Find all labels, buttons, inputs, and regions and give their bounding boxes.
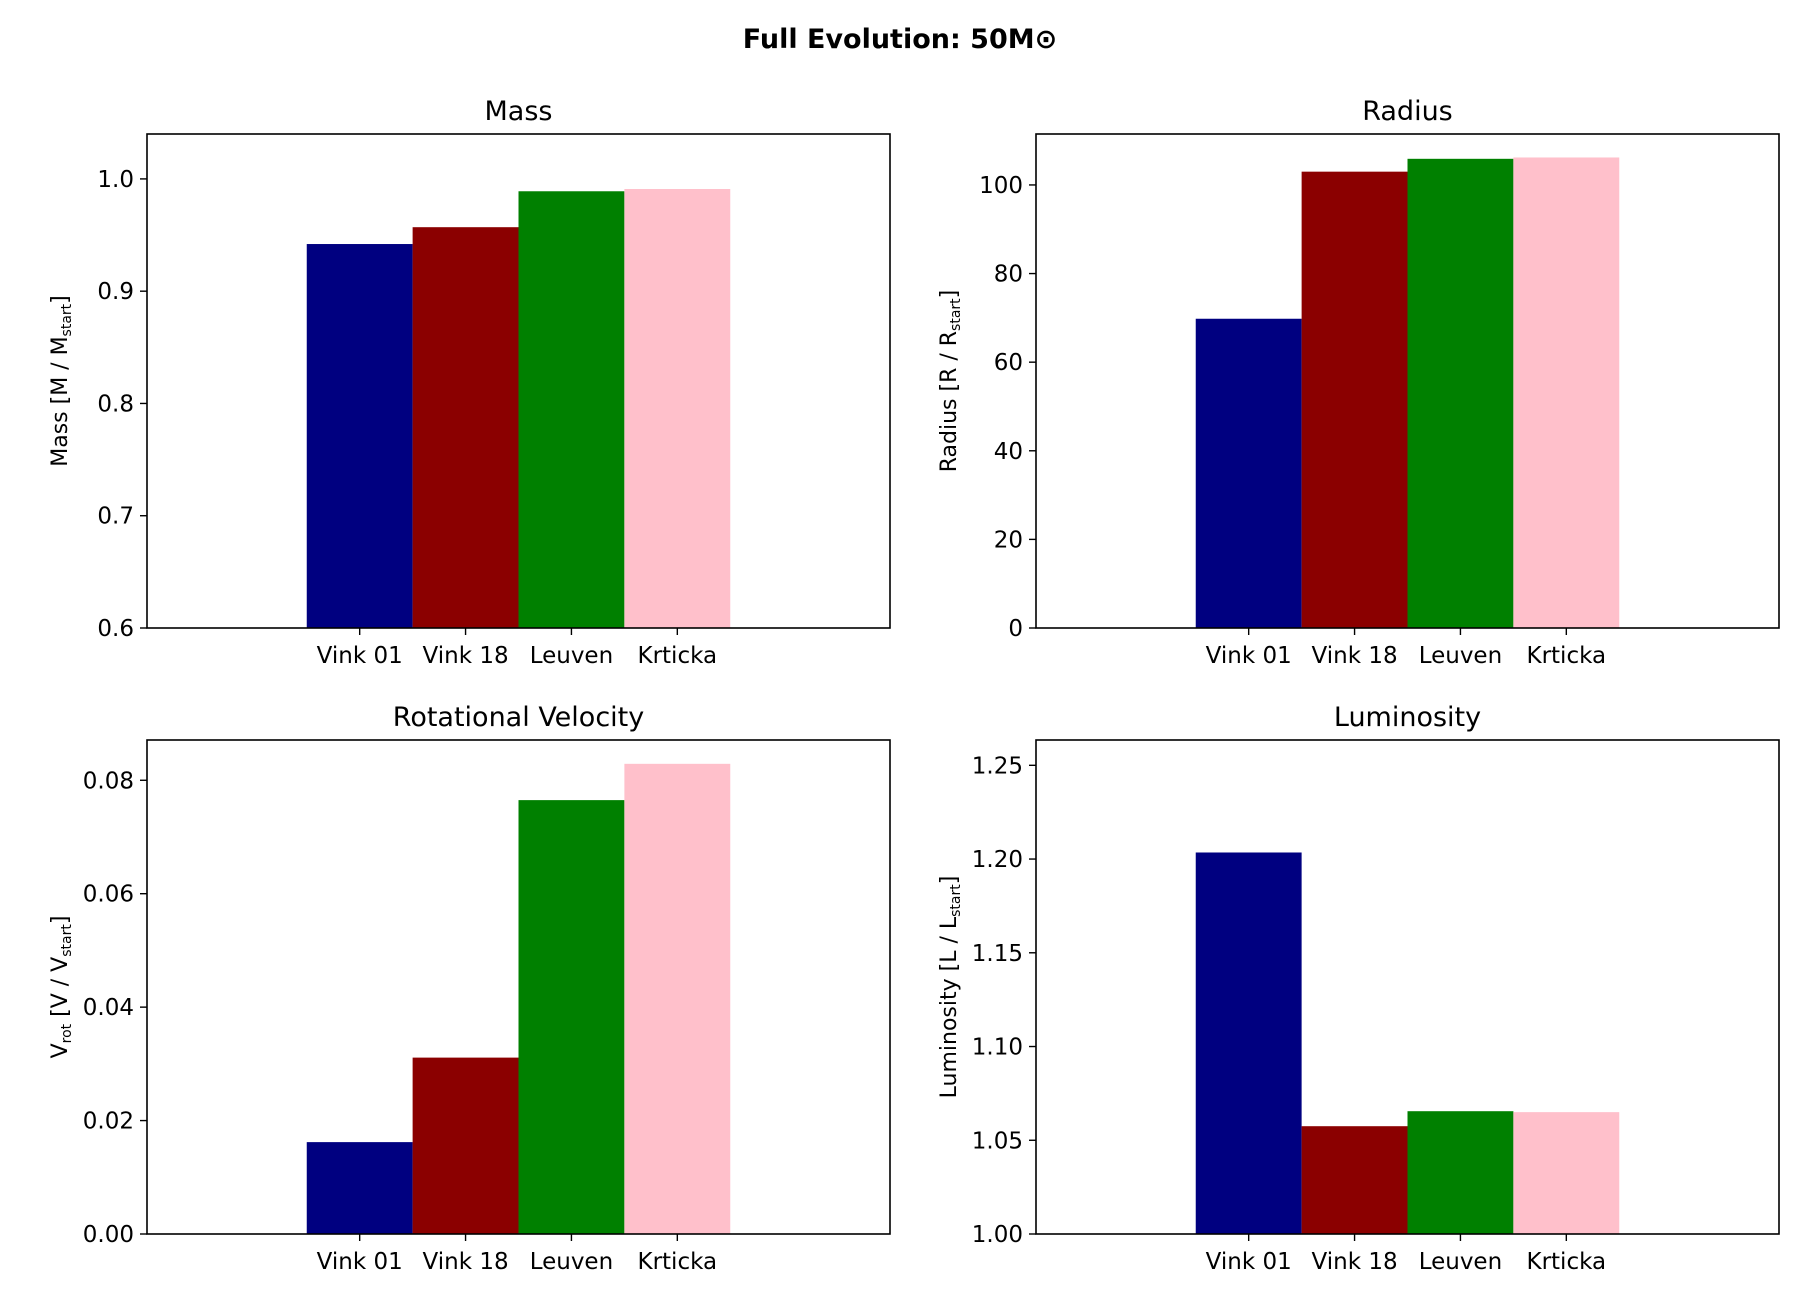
luminosity-ylabel: Luminosity [L / Lstart] [937, 876, 964, 1099]
rotational-velocity-xtick-label: Leuven [530, 1249, 613, 1275]
mass-bar-krticka [624, 189, 731, 628]
mass-bar-vink-01 [306, 244, 413, 628]
rotational-velocity-title: Rotational Velocity [393, 702, 644, 733]
luminosity-ytick-label: 1.25 [972, 753, 1023, 779]
radius-ytick-label: 40 [994, 439, 1023, 465]
radius-ytick-label: 80 [994, 262, 1023, 288]
rotational-velocity-bar-krticka [624, 763, 731, 1234]
mass-ytick-label: 0.8 [97, 391, 134, 417]
mass-ytick-label: 0.7 [97, 504, 134, 530]
radius-axes-frame [1035, 133, 1780, 629]
mass-ytick-label: 0.6 [97, 616, 134, 642]
mass-xtick-label: Leuven [530, 643, 613, 669]
radius-ytick-label: 20 [994, 527, 1023, 553]
radius-panel: Radius Vink 01 Vink 18 Leuven Krticka 0 20 40 60… [937, 96, 1780, 669]
radius-title: Radius [1362, 96, 1453, 127]
radius-xtick-label: Vink 18 [1312, 643, 1398, 669]
mass-xtick-label: Krticka [638, 643, 718, 669]
luminosity-ytick-label: 1.10 [972, 1035, 1023, 1061]
luminosity-xtick-label: Vink 18 [1312, 1249, 1398, 1275]
rotational-velocity-ytick-label: 0.06 [83, 882, 134, 908]
luminosity-bar-krticka [1513, 1112, 1620, 1234]
rotational-velocity-xtick-label: Vink 01 [317, 1249, 403, 1275]
rotational-velocity-bar-vink-01 [306, 1142, 413, 1234]
luminosity-xtick-label: Vink 01 [1206, 1249, 1292, 1275]
radius-ytick-label: 100 [979, 173, 1023, 199]
rotational-velocity-bar-leuven [518, 800, 625, 1234]
mass-ytick-label: 1.0 [97, 167, 134, 193]
mass-panel: Mass Vink 01 Vink 18 Leuven Krticka 0.6 0.7 0.8… [48, 96, 891, 669]
luminosity-title: Luminosity [1334, 702, 1481, 733]
rotational-velocity-xtick-label: Vink 18 [423, 1249, 509, 1275]
luminosity-ytick-label: 1.00 [972, 1222, 1023, 1248]
radius-ytick-label: 0 [1008, 616, 1023, 642]
radius-xtick-label: Krticka [1527, 643, 1607, 669]
mass-xtick-label: Vink 18 [423, 643, 509, 669]
mass-ytick-label: 0.9 [97, 279, 134, 305]
radius-bar-krticka [1513, 157, 1620, 629]
luminosity-bar-vink-01 [1195, 852, 1302, 1234]
luminosity-xtick-label: Krticka [1527, 1249, 1607, 1275]
luminosity-xtick-label: Leuven [1419, 1249, 1502, 1275]
luminosity-bar-leuven [1407, 1111, 1514, 1234]
radius-xtick-label: Leuven [1419, 643, 1502, 669]
radius-ytick-label: 60 [994, 350, 1023, 376]
rotational-velocity-ytick-label: 0.02 [83, 1109, 134, 1135]
rotational-velocity-ytick-label: 0.08 [83, 768, 134, 794]
luminosity-ytick-label: 1.20 [972, 847, 1023, 873]
figure-title: Full Evolution: 50M⊙ [743, 24, 1058, 55]
rotational-velocity-ylabel: Vrot [V / Vstart] [48, 916, 75, 1059]
mass-axes-frame [146, 133, 891, 629]
radius-xtick-label: Vink 01 [1206, 643, 1292, 669]
rotational-velocity-axes-frame [146, 739, 891, 1235]
rotational-velocity-xtick-label: Krticka [638, 1249, 718, 1275]
rotational-velocity-bar-vink-18 [412, 1057, 519, 1234]
radius-ylabel: Radius [R / Rstart] [937, 290, 964, 473]
mass-title: Mass [485, 96, 553, 127]
radius-bar-leuven [1407, 158, 1514, 628]
rotational-velocity-ytick-label: 0.00 [83, 1222, 134, 1248]
luminosity-ytick-label: 1.05 [972, 1128, 1023, 1154]
mass-bar-leuven [518, 191, 625, 628]
mass-bar-vink-18 [412, 227, 519, 628]
luminosity-axes-frame [1035, 739, 1780, 1235]
mass-xtick-label: Vink 01 [317, 643, 403, 669]
rotational-velocity-ytick-label: 0.04 [83, 995, 134, 1021]
luminosity-bar-vink-18 [1301, 1126, 1408, 1234]
radius-bar-vink-01 [1195, 318, 1302, 628]
luminosity-ytick-label: 1.15 [972, 941, 1023, 967]
rotational-velocity-panel: Rotational Velocity Vink 01 Vink 18 Leuven K… [48, 702, 891, 1275]
mass-ylabel: Mass [M / Mstart] [48, 295, 75, 467]
luminosity-panel: Luminosity Vink 01 Vink 18 Leuven Krticka 1.0… [937, 702, 1780, 1275]
radius-bar-vink-18 [1301, 171, 1408, 628]
